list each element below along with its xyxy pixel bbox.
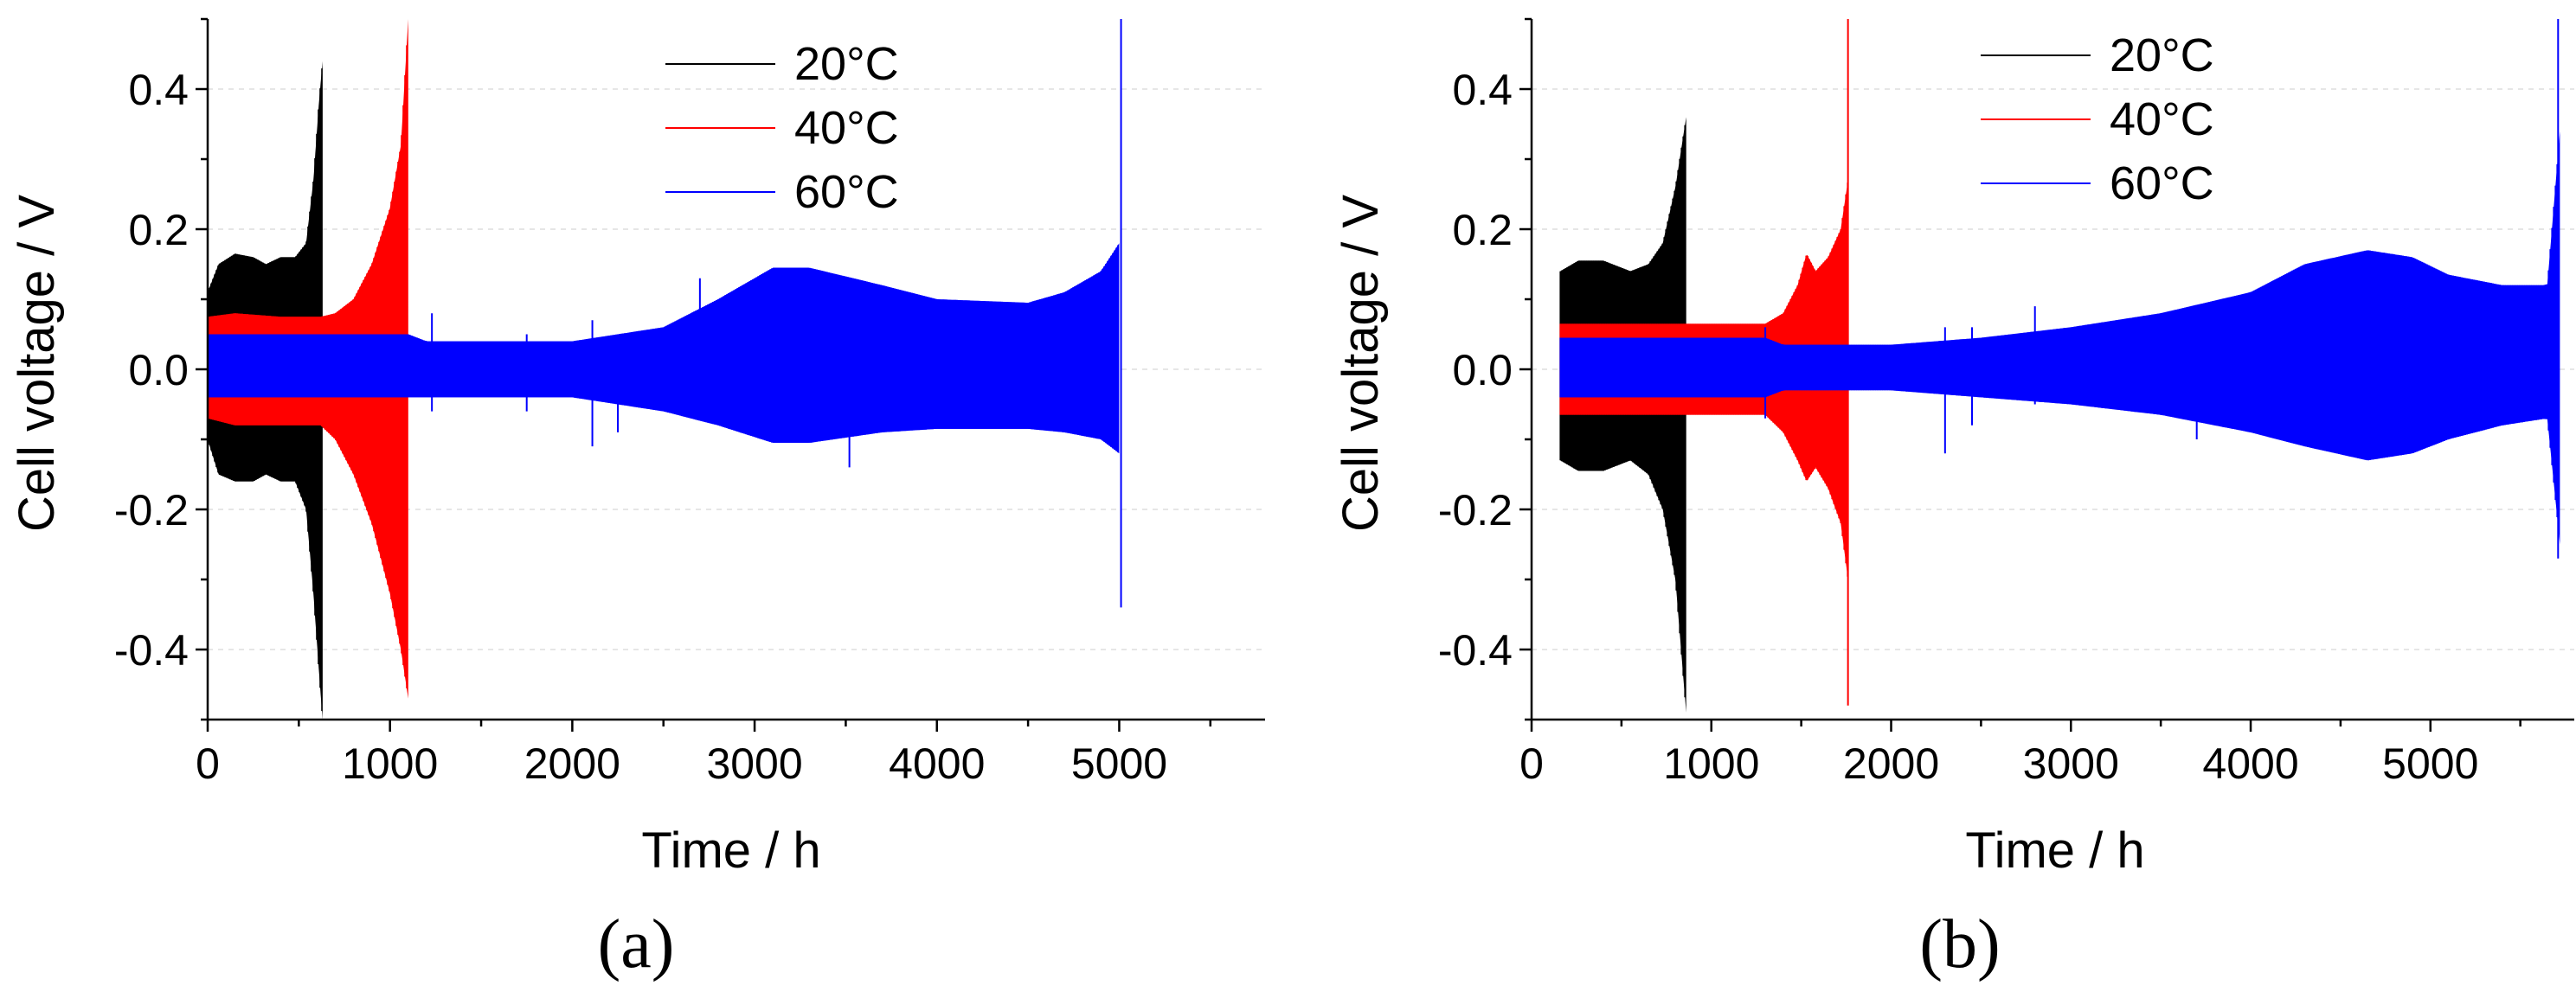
panel-b-ticks: -0.4 -0.2 0.0 0.2 0.4 0 1000 2000 3000 4000 5000 bbox=[1438, 17, 2521, 788]
panel-a-ytick-label-4: 0.4 bbox=[128, 66, 189, 114]
panel-a-label: (a) bbox=[598, 906, 675, 982]
panel-a-xtick-label-1: 1000 bbox=[342, 739, 438, 788]
panel-b-legend: 20°C 40°C 60°C bbox=[1981, 29, 2214, 209]
panel-b-xtick-label-5: 5000 bbox=[2382, 739, 2478, 788]
panel-a-legend: 20°C 40°C 60°C bbox=[665, 38, 899, 218]
panel-b-legend-label-40c: 40°C bbox=[2110, 93, 2214, 145]
panel-b-ylabel: Cell voltage / V bbox=[1333, 195, 1389, 532]
panel-b-legend-label-20c: 20°C bbox=[2110, 29, 2214, 81]
panel-b-series-60c-signal bbox=[1559, 143, 2560, 535]
panel-b-ytick-label-3: 0.2 bbox=[1452, 206, 1513, 254]
panel-a-xtick-label-4: 4000 bbox=[889, 739, 985, 788]
panel-a-plot-area bbox=[208, 19, 1122, 720]
panel-b-ytick-label-4: 0.4 bbox=[1452, 66, 1513, 114]
panel-a-ytick-label-3: 0.2 bbox=[128, 206, 189, 254]
panel-b-ytick-label-0: -0.4 bbox=[1438, 626, 1513, 675]
panel-b-xtick-label-4: 4000 bbox=[2202, 739, 2298, 788]
panel-b-xtick-label-3: 3000 bbox=[2023, 739, 2119, 788]
panel-a-ytick-label-0: -0.4 bbox=[114, 626, 189, 675]
panel-a: -0.4 -0.2 0.0 0.2 0.4 0 1000 2000 3000 4000 5000 C… bbox=[9, 17, 1265, 982]
panel-b-legend-label-60c: 60°C bbox=[2110, 157, 2214, 209]
panel-a-ylabel: Cell voltage / V bbox=[9, 195, 65, 532]
panel-a-xlabel: Time / h bbox=[641, 822, 820, 879]
panel-a-legend-label-60c: 60°C bbox=[794, 166, 899, 218]
panel-a-ytick-label-2: 0.0 bbox=[128, 346, 189, 394]
panel-b: -0.4 -0.2 0.0 0.2 0.4 0 1000 2000 3000 4000 5000 C… bbox=[1333, 17, 2574, 982]
panel-a-legend-label-40c: 40°C bbox=[794, 102, 899, 154]
panel-a-series bbox=[208, 19, 1122, 720]
panel-b-xtick-label-0: 0 bbox=[1519, 739, 1544, 788]
panel-b-ytick-label-2: 0.0 bbox=[1452, 346, 1513, 394]
panel-a-legend-label-20c: 20°C bbox=[794, 38, 899, 90]
panel-b-series bbox=[1559, 19, 2560, 713]
panel-a-xtick-label-0: 0 bbox=[196, 739, 220, 788]
panel-a-ticks: -0.4 -0.2 0.0 0.2 0.4 0 1000 2000 3000 4000 5000 bbox=[114, 17, 1212, 788]
panel-b-xlabel: Time / h bbox=[1965, 822, 2144, 879]
panel-b-xtick-label-1: 1000 bbox=[1663, 739, 1759, 788]
panel-a-xtick-label-5: 5000 bbox=[1071, 739, 1167, 788]
panel-a-xtick-label-3: 3000 bbox=[706, 739, 802, 788]
panel-b-xtick-label-2: 2000 bbox=[1843, 739, 1939, 788]
panel-b-label: (b) bbox=[1919, 906, 2000, 982]
panel-a-xtick-label-2: 2000 bbox=[524, 739, 620, 788]
panel-a-series-60c-signal bbox=[208, 245, 1119, 453]
panel-b-plot-area bbox=[1559, 19, 2560, 713]
panel-b-ytick-label-1: -0.2 bbox=[1438, 486, 1513, 534]
panel-a-ytick-label-1: -0.2 bbox=[114, 486, 189, 534]
